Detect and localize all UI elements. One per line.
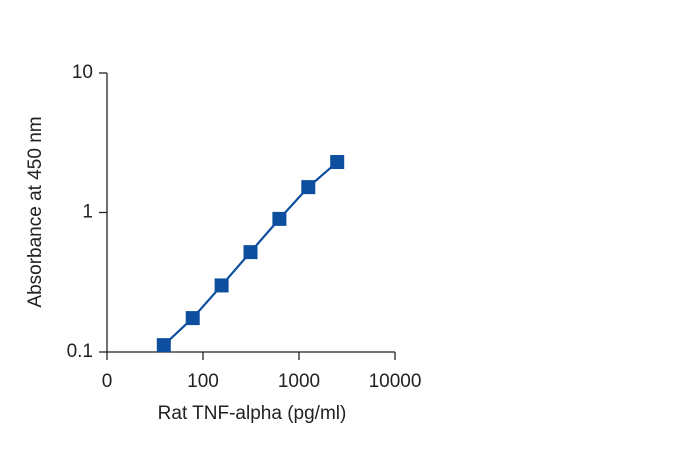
point [243,245,258,260]
x-axis-label: Rat TNF-alpha (pg/ml) [158,403,347,424]
y-tick-label: 0.1 [67,341,93,362]
point [272,211,287,226]
point [156,338,171,353]
y-tick-label: 1 [82,202,93,223]
point [301,180,316,195]
point [214,278,229,293]
y-tick-label: 10 [72,62,93,83]
x-tick-label: 1000 [278,371,320,392]
x-tick-label: 10000 [369,371,422,392]
y-axis-label: Absorbance at 450 nm [25,116,46,307]
x-tick-label: 0 [102,371,113,392]
point [330,155,345,170]
point [185,311,200,326]
x-tick-label: 100 [187,371,219,392]
